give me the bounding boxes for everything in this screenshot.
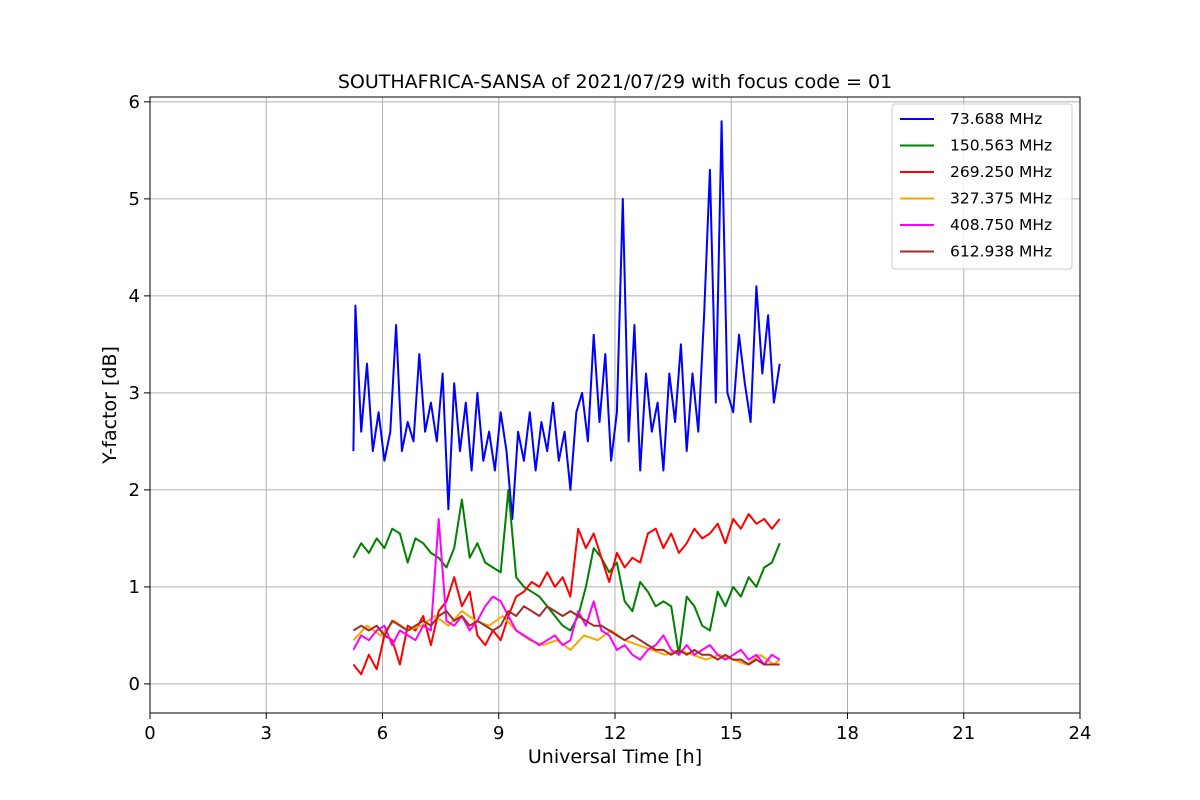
y-axis-label: Y-factor [dB] <box>99 346 121 465</box>
y-tick-label: 0 <box>129 674 140 695</box>
legend: 73.688 MHz 150.563 MHz 269.250 MHz 327.375 … <box>891 103 1073 270</box>
x-tick-label: 15 <box>720 723 743 744</box>
x-tick-label: 6 <box>377 723 388 744</box>
x-tick-label: 3 <box>261 723 272 744</box>
chart-title: SOUTHAFRICA-SANSA of 2021/07/29 with foc… <box>338 71 892 93</box>
series-line-0 <box>352 120 781 520</box>
x-axis-ticks: 0 3 6 9 12 15 18 21 24 <box>144 713 1091 744</box>
x-tick-label: 24 <box>1069 723 1092 744</box>
series-line-5 <box>352 605 780 666</box>
series-line-1 <box>352 488 781 656</box>
y-tick-label: 4 <box>129 286 140 307</box>
series-layer <box>352 120 781 676</box>
legend-box <box>891 103 1073 270</box>
legend-label: 73.688 MHz <box>950 110 1042 128</box>
y-tick-label: 2 <box>129 480 140 501</box>
legend-label: 269.250 MHz <box>950 163 1052 181</box>
x-tick-label: 21 <box>952 723 975 744</box>
series-line-4 <box>352 518 781 666</box>
legend-label: 150.563 MHz <box>950 137 1052 155</box>
y-tick-label: 1 <box>129 577 140 598</box>
y-axis-ticks: 0 1 2 3 4 5 6 <box>129 92 150 695</box>
legend-label: 408.750 MHz <box>950 216 1052 234</box>
legend-label: 612.938 MHz <box>950 243 1052 261</box>
x-tick-label: 18 <box>836 723 859 744</box>
y-tick-label: 5 <box>129 189 140 210</box>
x-tick-label: 9 <box>493 723 504 744</box>
legend-label: 327.375 MHz <box>950 190 1052 208</box>
x-tick-label: 0 <box>144 723 155 744</box>
y-tick-label: 3 <box>129 383 140 404</box>
x-axis-label: Universal Time [h] <box>528 746 702 768</box>
x-tick-label: 12 <box>604 723 627 744</box>
y-tick-label: 6 <box>129 92 140 113</box>
